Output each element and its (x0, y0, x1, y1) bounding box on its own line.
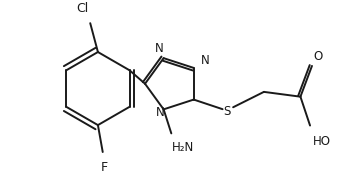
Text: N: N (201, 54, 210, 67)
Text: N: N (157, 106, 165, 119)
Text: O: O (313, 50, 322, 63)
Text: Cl: Cl (76, 2, 89, 15)
Text: HO: HO (313, 135, 330, 148)
Text: N: N (154, 42, 163, 55)
Text: H₂N: H₂N (172, 141, 194, 154)
Text: F: F (101, 161, 108, 174)
Text: S: S (224, 105, 231, 118)
